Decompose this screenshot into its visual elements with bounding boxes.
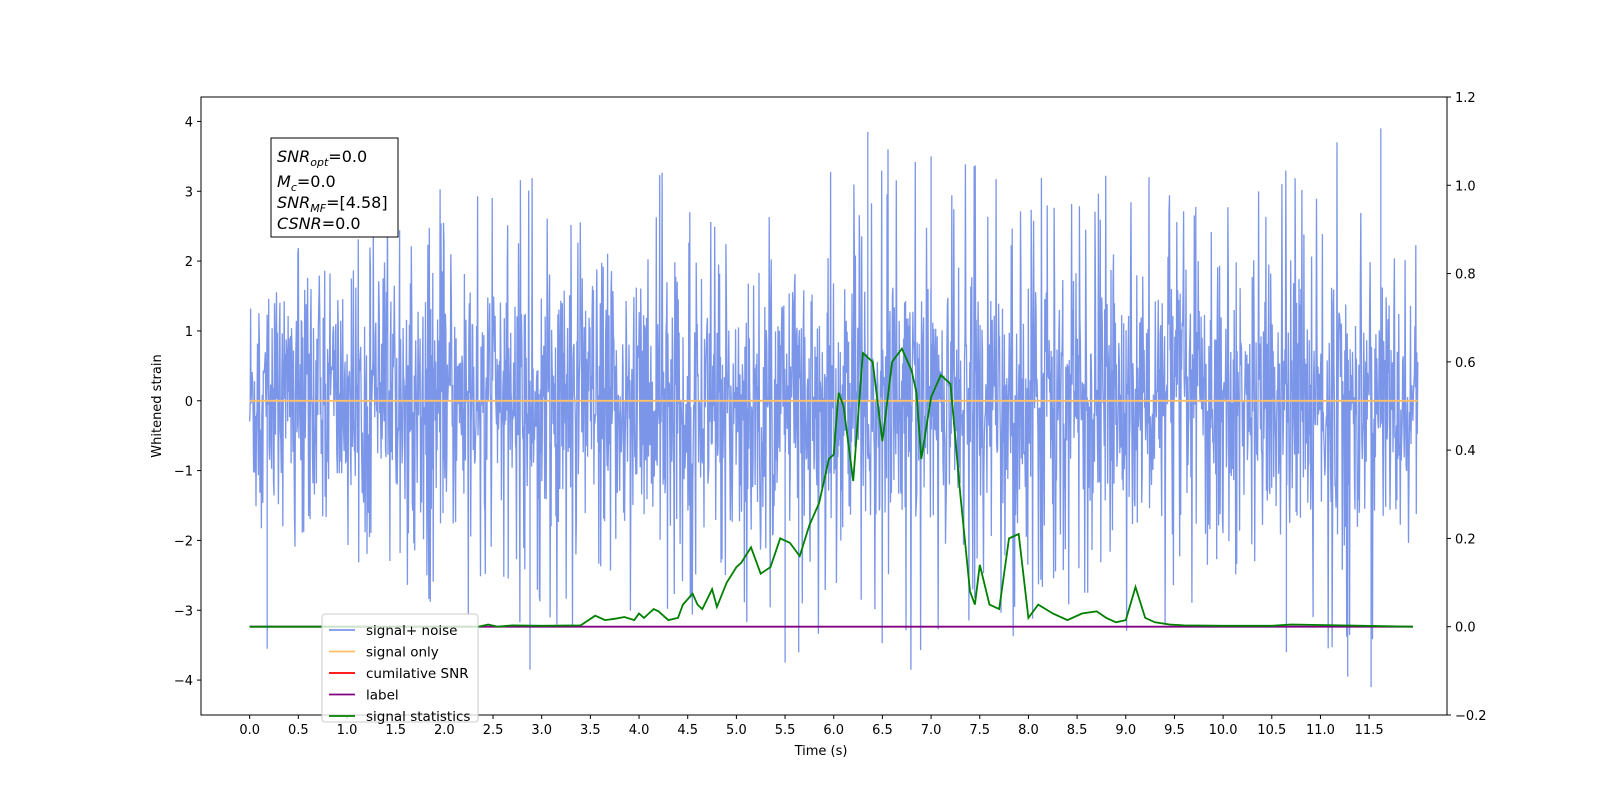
signal-noise-line <box>249 128 1419 688</box>
stats-annotation: SNRopt=0.0 Mc=0.0 SNRMF=[4.58] CSNR=0.0 <box>270 137 399 238</box>
mc-sub: c <box>291 181 297 194</box>
x-tick-label: 11.5 <box>1355 723 1384 738</box>
x-tick-label: 9.5 <box>1164 723 1185 738</box>
annotation-csnr: CSNR=0.0 <box>277 214 361 233</box>
legend: signal+ noise signal only cumilative SNR la… <box>321 613 479 725</box>
y2-tick-label: 0.4 <box>1455 444 1476 459</box>
y-tick-label: 0 <box>185 395 193 410</box>
csnr-base: CSNR <box>277 214 322 233</box>
y2-tick-label: 0.8 <box>1455 268 1476 283</box>
y2-tick-label: −0.2 <box>1455 709 1487 724</box>
snr-mf-sub: MF <box>310 202 326 215</box>
x-tick-label: 10.0 <box>1209 723 1238 738</box>
x-tick-label: 8.5 <box>1067 723 1088 738</box>
y-tick-label: −2 <box>174 534 193 549</box>
y2-tick-label: 0.2 <box>1455 532 1476 547</box>
snr-opt-value: =0.0 <box>328 147 367 166</box>
y-tick-label: −3 <box>174 604 193 619</box>
y-tick-label: −1 <box>174 465 193 480</box>
x-tick-label: 5.0 <box>726 723 747 738</box>
x-tick-label: 3.0 <box>531 723 552 738</box>
x-tick-label: 4.5 <box>677 723 698 738</box>
x-tick-label: 7.0 <box>921 723 942 738</box>
y2-axis-ticks: 1.2 1.0 0.8 0.6 0.4 0.2 0.0 −0.2 <box>1447 91 1487 724</box>
snr-opt-base: SNR <box>277 147 310 166</box>
x-tick-label: 6.0 <box>823 723 844 738</box>
snr-mf-value: =[4.58] <box>326 193 388 212</box>
y-axis-ticks: 4 3 2 1 0 −1 −2 −3 −4 <box>174 115 201 689</box>
legend-label: label <box>366 688 399 704</box>
x-tick-label: 1.5 <box>385 723 406 738</box>
legend-label: signal only <box>366 645 439 661</box>
x-tick-label: 7.5 <box>969 723 990 738</box>
annotation-box <box>270 137 399 238</box>
mc-value: =0.0 <box>297 172 336 191</box>
snr-mf-base: SNR <box>277 193 310 212</box>
x-tick-label: 11.0 <box>1306 723 1335 738</box>
x-tick-label: 0.5 <box>288 723 309 738</box>
x-tick-label: 3.5 <box>580 723 601 738</box>
annotation-snr-opt: SNRopt=0.0 <box>277 147 367 169</box>
x-tick-label: 4.0 <box>629 723 650 738</box>
y-tick-label: 3 <box>185 185 193 200</box>
legend-box <box>321 613 479 723</box>
snr-opt-sub: opt <box>310 156 329 169</box>
x-tick-label: 5.5 <box>775 723 796 738</box>
x-tick-label: 2.0 <box>434 723 455 738</box>
annotation-mc: Mc=0.0 <box>277 172 336 194</box>
x-axis-label: Time (s) <box>794 744 848 759</box>
signal-statistics-line <box>249 346 1413 628</box>
x-tick-label: 6.5 <box>872 723 893 738</box>
x-tick-label: 2.5 <box>483 723 504 738</box>
mc-base: M <box>277 172 291 191</box>
legend-label: signal statistics <box>366 709 470 725</box>
x-tick-label: 0.0 <box>239 723 260 738</box>
x-tick-label: 1.0 <box>337 723 358 738</box>
x-tick-label: 8.0 <box>1018 723 1039 738</box>
x-tick-label: 10.5 <box>1257 723 1286 738</box>
plot-frame <box>200 96 1448 716</box>
y-tick-label: −4 <box>174 674 193 689</box>
y-tick-label: 4 <box>185 115 193 130</box>
y2-tick-label: 0.6 <box>1455 356 1476 371</box>
y2-tick-label: 0.0 <box>1455 621 1476 636</box>
y-tick-label: 1 <box>185 325 193 340</box>
y-axis-label: Whitened strain <box>150 354 165 457</box>
series-signal-noise <box>249 128 1419 688</box>
legend-label: signal+ noise <box>366 623 457 639</box>
y2-tick-label: 1.0 <box>1455 179 1476 194</box>
y-tick-label: 2 <box>185 255 193 270</box>
y2-tick-label: 1.2 <box>1455 91 1476 106</box>
csnr-value: =0.0 <box>322 214 361 233</box>
x-axis-ticks: 0.0 0.5 1.0 1.5 2.0 2.5 3.0 3.5 4.0 4.5 5.0 5.5 6.0 6… <box>239 715 1384 738</box>
annotation-snr-mf: SNRMF=[4.58] <box>277 193 388 215</box>
legend-label: cumilative SNR <box>366 666 469 682</box>
x-tick-label: 9.0 <box>1115 723 1136 738</box>
